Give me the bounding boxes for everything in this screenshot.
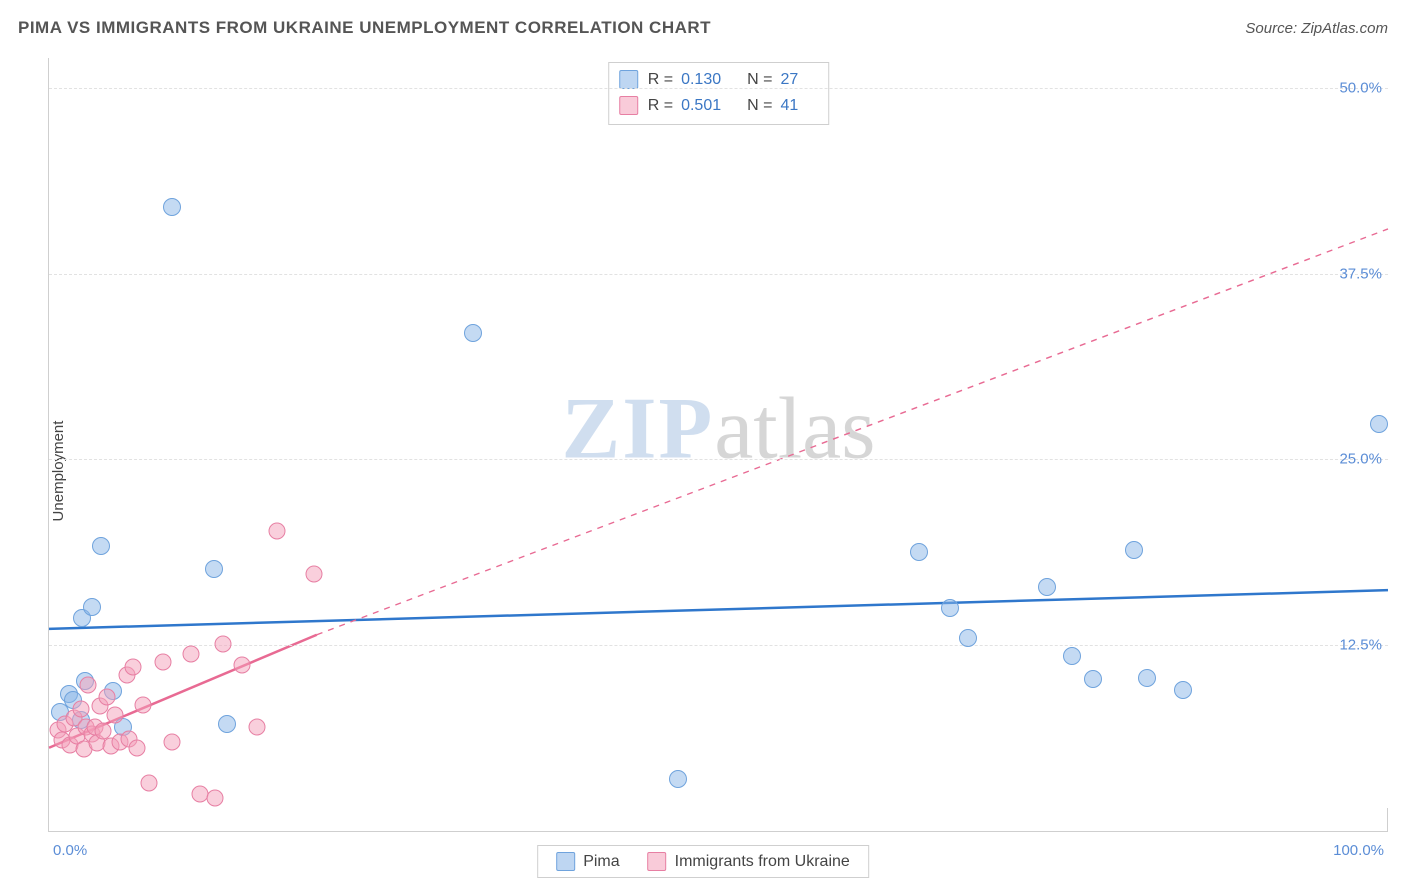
data-point-ukraine[interactable] [73, 701, 90, 718]
axis-endcap [1387, 808, 1388, 832]
source-prefix: Source: [1245, 20, 1301, 37]
data-point-ukraine[interactable] [215, 635, 232, 652]
y-tick-label: 25.0% [1339, 451, 1382, 468]
data-point-pima[interactable] [669, 770, 687, 788]
data-point-ukraine[interactable] [207, 790, 224, 807]
gridline-h [49, 88, 1388, 89]
data-point-ukraine[interactable] [79, 677, 96, 694]
data-point-pima[interactable] [1138, 669, 1156, 687]
x-tick-max: 100.0% [1333, 842, 1384, 859]
stats-row-ukraine: R = 0.501 N = 41 [619, 93, 815, 119]
trend-line-pima [49, 590, 1388, 629]
data-point-ukraine[interactable] [154, 653, 171, 670]
data-point-pima[interactable] [959, 629, 977, 647]
stat-r-ukraine: 0.501 [681, 93, 721, 119]
swatch-pink-icon [648, 852, 667, 871]
stat-n-label: N = [747, 67, 772, 93]
source-credit: Source: ZipAtlas.com [1245, 20, 1388, 37]
data-point-ukraine[interactable] [125, 659, 142, 676]
data-point-pima[interactable] [83, 598, 101, 616]
swatch-blue-icon [619, 70, 638, 89]
legend: Pima Immigrants from Ukraine [537, 845, 869, 878]
data-point-pima[interactable] [1174, 681, 1192, 699]
data-point-pima[interactable] [941, 599, 959, 617]
x-tick-min: 0.0% [53, 842, 87, 859]
stat-n-ukraine: 41 [780, 93, 798, 119]
data-point-pima[interactable] [205, 560, 223, 578]
legend-label-pima: Pima [583, 853, 619, 871]
data-point-pima[interactable] [1125, 541, 1143, 559]
header: PIMA VS IMMIGRANTS FROM UKRAINE UNEMPLOY… [18, 18, 1388, 38]
chart-area: Unemployment ZIPatlas R = 0.130 N = 27 R… [0, 50, 1406, 892]
stat-r-label: R = [648, 93, 673, 119]
legend-label-ukraine: Immigrants from Ukraine [675, 853, 850, 871]
stats-row-pima: R = 0.130 N = 27 [619, 67, 815, 93]
data-point-ukraine[interactable] [98, 689, 115, 706]
data-point-pima[interactable] [464, 324, 482, 342]
stat-n-label: N = [747, 93, 772, 119]
data-point-ukraine[interactable] [106, 707, 123, 724]
data-point-ukraine[interactable] [248, 718, 265, 735]
data-point-ukraine[interactable] [134, 696, 151, 713]
data-point-pima[interactable] [1084, 670, 1102, 688]
trend-lines-layer [49, 58, 1388, 831]
gridline-h [49, 645, 1388, 646]
swatch-blue-icon [556, 852, 575, 871]
y-tick-label: 12.5% [1339, 637, 1382, 654]
legend-item-ukraine: Immigrants from Ukraine [648, 852, 850, 871]
stat-r-label: R = [648, 67, 673, 93]
data-point-ukraine[interactable] [233, 656, 250, 673]
stat-r-pima: 0.130 [681, 67, 721, 93]
data-point-pima[interactable] [218, 715, 236, 733]
gridline-h [49, 459, 1388, 460]
data-point-ukraine[interactable] [306, 565, 323, 582]
data-point-ukraine[interactable] [268, 522, 285, 539]
trend-extrapolate-ukraine [317, 229, 1388, 635]
plot-region: ZIPatlas R = 0.130 N = 27 R = 0.501 N = … [48, 58, 1388, 832]
data-point-ukraine[interactable] [141, 775, 158, 792]
data-point-ukraine[interactable] [182, 646, 199, 663]
stats-box: R = 0.130 N = 27 R = 0.501 N = 41 [608, 62, 830, 125]
stat-n-pima: 27 [780, 67, 798, 93]
data-point-pima[interactable] [1038, 578, 1056, 596]
legend-item-pima: Pima [556, 852, 619, 871]
y-tick-label: 50.0% [1339, 79, 1382, 96]
data-point-pima[interactable] [92, 537, 110, 555]
data-point-pima[interactable] [910, 543, 928, 561]
swatch-pink-icon [619, 96, 638, 115]
data-point-ukraine[interactable] [164, 733, 181, 750]
data-point-pima[interactable] [1063, 647, 1081, 665]
chart-title: PIMA VS IMMIGRANTS FROM UKRAINE UNEMPLOY… [18, 18, 711, 38]
data-point-pima[interactable] [1370, 415, 1388, 433]
source-link[interactable]: ZipAtlas.com [1301, 20, 1388, 37]
data-point-ukraine[interactable] [129, 739, 146, 756]
y-tick-label: 37.5% [1339, 265, 1382, 282]
gridline-h [49, 274, 1388, 275]
data-point-pima[interactable] [163, 198, 181, 216]
